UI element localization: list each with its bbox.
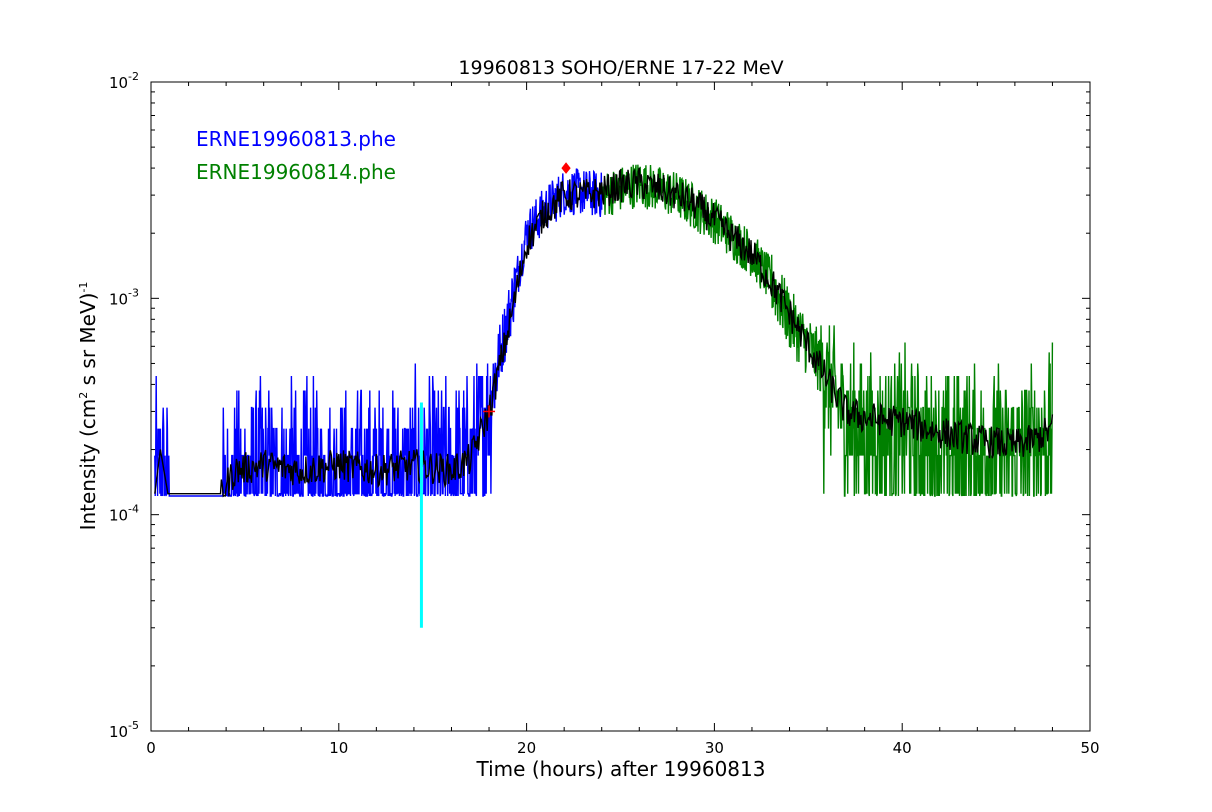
y-tick-label-3: 10-2: [109, 70, 139, 92]
y-tick-base: 10: [109, 507, 128, 525]
x-axis-label: Time (hours) after 19960813: [476, 757, 766, 781]
x-tick-label-2: 20: [517, 739, 536, 757]
legend-entry-0: ERNE19960813.phe: [196, 127, 396, 151]
y-label-sup2: -1: [77, 282, 90, 293]
y-tick-base: 10: [109, 290, 128, 308]
y-tick-base: 10: [109, 723, 128, 741]
marker-diamond-1: [561, 162, 571, 174]
y-tick-label-1: 10-4: [109, 503, 139, 525]
legend: ERNE19960813.phe ERNE19960814.phe: [196, 127, 396, 184]
x-tick-label-1: 10: [329, 739, 348, 757]
series-line-1: [601, 164, 1054, 497]
y-tick-exp: -5: [128, 719, 139, 732]
legend-entry-1: ERNE19960814.phe: [196, 160, 396, 184]
series-layer: [154, 162, 1054, 628]
y-tick-label-0: 10-5: [109, 719, 139, 741]
chart-title: 19960813 SOHO/ERNE 17-22 MeV: [458, 57, 783, 79]
y-tick-exp: -4: [128, 503, 139, 516]
marker-cross-0: [483, 405, 496, 418]
y-tick-base: 10: [109, 74, 128, 92]
y-label-prefix: Intensity (cm: [76, 399, 100, 531]
y-label-mid: s sr MeV): [76, 293, 100, 392]
y-tick-exp: -3: [128, 286, 139, 299]
x-tick-label-5: 50: [1080, 739, 1099, 757]
x-tick-label-4: 40: [893, 739, 912, 757]
y-axis-label: Intensity (cm2 s sr MeV)-1: [76, 282, 100, 531]
x-tick-label-0: 0: [146, 739, 156, 757]
smoothed-line: [154, 167, 1054, 498]
y-tick-label-2: 10-3: [109, 286, 139, 308]
x-tick-label-3: 30: [705, 739, 724, 757]
y-label-sup1: 2: [77, 392, 90, 399]
y-tick-exp: -2: [128, 70, 139, 83]
